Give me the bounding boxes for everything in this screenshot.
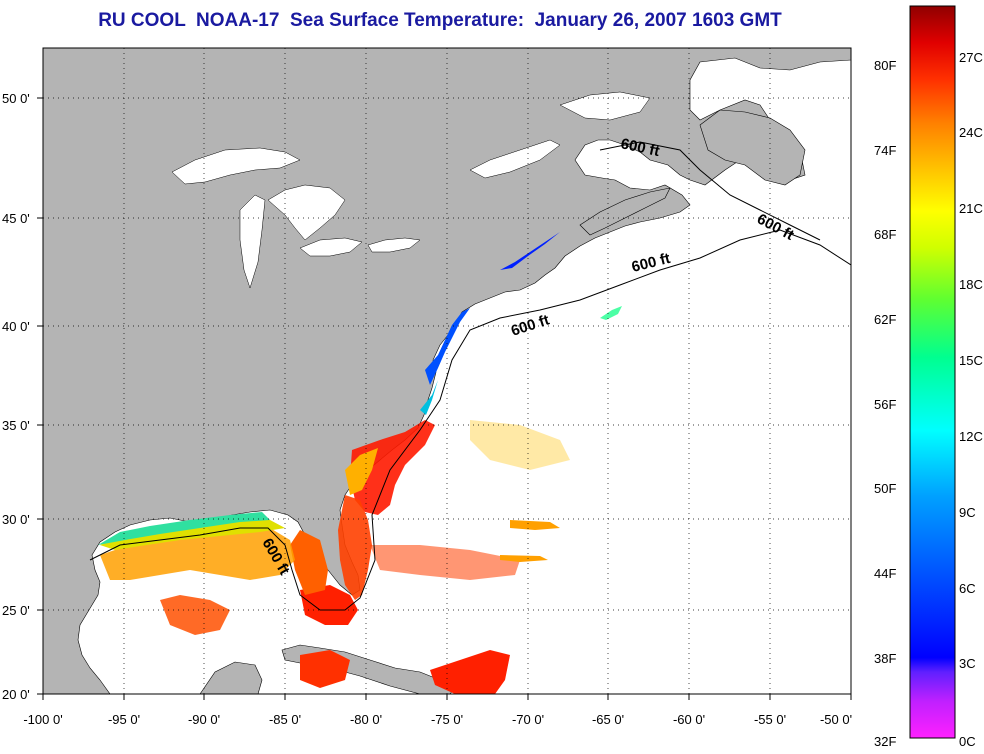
fahrenheit-label: 74F xyxy=(874,143,896,158)
fahrenheit-label: 62F xyxy=(874,312,896,327)
depth-contour-600ft-north xyxy=(599,141,821,241)
lon-label: -55 0' xyxy=(754,712,786,727)
lon-label: -50 0' xyxy=(820,712,852,727)
lat-label: 40 0' xyxy=(2,319,30,334)
celsius-label: 0C xyxy=(959,734,976,749)
celsius-label: 21C xyxy=(959,201,983,216)
colorbar-fahrenheit-labels: 80F 74F 68F 62F 56F 50F 44F 38F 32F xyxy=(874,58,896,749)
latitude-labels: 50 0' 45 0' 40 0' 35 0' 30 0' 25 0' 20 0… xyxy=(2,91,30,702)
fahrenheit-label: 56F xyxy=(874,397,896,412)
fahrenheit-label: 68F xyxy=(874,227,896,242)
great-lakes xyxy=(171,91,651,289)
lon-label: -85 0' xyxy=(269,712,301,727)
lat-label: 20 0' xyxy=(2,687,30,702)
celsius-label: 6C xyxy=(959,581,976,596)
celsius-label: 18C xyxy=(959,277,983,292)
celsius-label: 12C xyxy=(959,429,983,444)
lon-label: -75 0' xyxy=(431,712,463,727)
colorbar-celsius-labels: 27C 24C 21C 18C 15C 12C 9C 6C 3C 0C xyxy=(959,50,983,749)
celsius-label: 27C xyxy=(959,50,983,65)
lon-label: -80 0' xyxy=(350,712,382,727)
tick-marks xyxy=(37,97,852,700)
longitude-labels: -100 0' -95 0' -90 0' -85 0' -80 0' -75 … xyxy=(23,712,852,727)
lat-label: 50 0' xyxy=(2,91,30,106)
lat-label: 30 0' xyxy=(2,512,30,527)
lon-label: -65 0' xyxy=(592,712,624,727)
map-title: RU COOL NOAA-17 Sea Surface Temperature:… xyxy=(98,10,782,31)
lon-label: -60 0' xyxy=(673,712,705,727)
lat-label: 25 0' xyxy=(2,603,30,618)
fahrenheit-label: 80F xyxy=(874,58,896,73)
lat-label: 45 0' xyxy=(2,211,30,226)
depth-contour-600ft xyxy=(89,229,851,611)
fahrenheit-label: 32F xyxy=(874,734,896,749)
celsius-label: 24C xyxy=(959,125,983,140)
celsius-label: 15C xyxy=(959,353,983,368)
fahrenheit-label: 50F xyxy=(874,481,896,496)
lon-label: -100 0' xyxy=(23,712,62,727)
lat-label: 35 0' xyxy=(2,418,30,433)
fahrenheit-label: 44F xyxy=(874,566,896,581)
temperature-colorbar xyxy=(909,5,956,739)
nova-scotia-land xyxy=(579,187,671,236)
newfoundland-land xyxy=(699,109,806,186)
lon-label: -95 0' xyxy=(108,712,140,727)
celsius-label: 9C xyxy=(959,505,976,520)
celsius-label: 3C xyxy=(959,656,976,671)
fahrenheit-label: 38F xyxy=(874,651,896,666)
lon-label: -70 0' xyxy=(512,712,544,727)
lon-label: -90 0' xyxy=(188,712,220,727)
yucatan-land xyxy=(199,661,263,694)
